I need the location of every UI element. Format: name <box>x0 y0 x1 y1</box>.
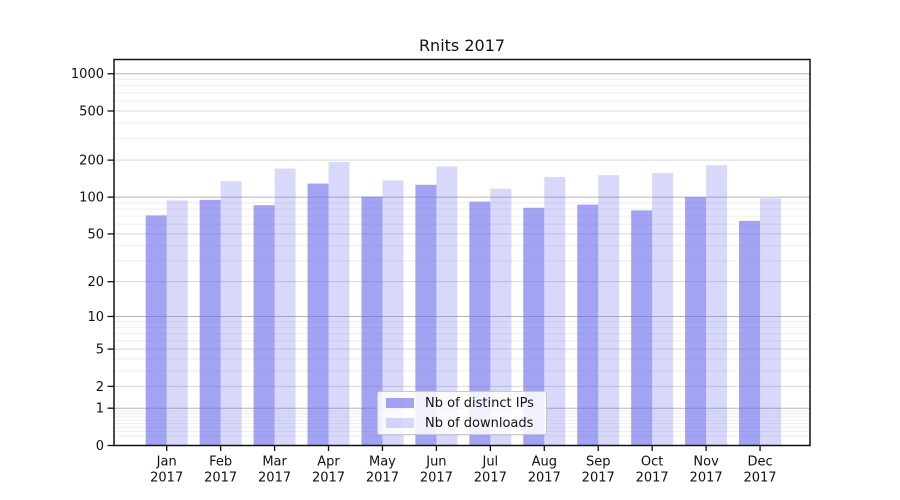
bar-downloads-jan <box>166 200 188 446</box>
x-tick-label-month: Jul <box>481 455 498 470</box>
x-tick-label-month: Mar <box>262 455 287 470</box>
x-tick-label-year: 2017 <box>312 471 345 486</box>
x-tick-label-month: Feb <box>209 455 232 470</box>
bar-distinct-ips-nov <box>685 197 707 446</box>
y-tick-label: 50 <box>87 227 104 242</box>
y-tick-label: 20 <box>87 275 104 290</box>
x-tick-label-year: 2017 <box>420 471 453 486</box>
x-tick-label-month: Jun <box>425 455 446 470</box>
y-tick-label: 100 <box>79 191 104 206</box>
x-tick-label-month: Nov <box>693 455 719 470</box>
y-tick-label: 0 <box>96 439 104 454</box>
y-tick-label: 1 <box>96 402 104 417</box>
bar-distinct-ips-jun <box>415 184 437 446</box>
bar-distinct-ips-may <box>361 196 383 446</box>
x-tick-label-month: Oct <box>641 455 663 470</box>
x-tick-label-year: 2017 <box>258 471 291 486</box>
legend-swatch-distinct-ips <box>386 398 414 408</box>
bar-distinct-ips-mar <box>253 205 275 446</box>
y-tick-label: 5 <box>96 343 104 358</box>
x-tick-label-year: 2017 <box>743 471 776 486</box>
x-tick-label-year: 2017 <box>204 471 237 486</box>
x-tick-label-year: 2017 <box>690 471 723 486</box>
y-tick-label: 500 <box>79 104 104 119</box>
axes-spines <box>113 58 811 447</box>
bar-downloads-mar <box>274 168 296 446</box>
bar-distinct-ips-dec <box>739 220 761 446</box>
x-tick-label-month: Apr <box>317 455 340 470</box>
bar-distinct-ips-jul <box>469 201 491 446</box>
bar-downloads-jun <box>436 166 458 446</box>
y-tick-label: 10 <box>87 310 104 325</box>
bar-distinct-ips-apr <box>307 183 329 446</box>
y-tick-label: 2 <box>96 380 104 395</box>
legend-swatch-downloads <box>386 418 414 428</box>
y-tick-label: 1000 <box>71 67 104 82</box>
bar-downloads-nov <box>706 165 728 446</box>
bar-downloads-jul <box>490 188 512 446</box>
x-tick-label-month: Aug <box>532 455 557 470</box>
x-tick-label-year: 2017 <box>366 471 399 486</box>
y-tick-label: 200 <box>79 154 104 169</box>
legend-label-downloads: Nb of downloads <box>425 415 534 431</box>
chart-title: Rnits 2017 <box>418 36 506 55</box>
x-tick-label-month: May <box>369 455 396 470</box>
legend-label-distinct-ips: Nb of distinct IPs <box>425 395 534 411</box>
bar-downloads-dec <box>760 198 782 446</box>
x-tick-label-year: 2017 <box>150 471 183 486</box>
x-tick-label-month: Sep <box>586 455 611 470</box>
bar-distinct-ips-feb <box>199 199 221 446</box>
bar-distinct-ips-aug <box>523 207 545 446</box>
bar-downloads-may <box>382 180 404 446</box>
x-tick-label-year: 2017 <box>636 471 669 486</box>
bar-distinct-ips-jan <box>145 215 167 446</box>
x-tick-label-month: Dec <box>747 455 772 470</box>
bar-downloads-sep <box>598 175 620 446</box>
bar-downloads-aug <box>544 176 566 446</box>
x-tick-label-year: 2017 <box>528 471 561 486</box>
legend: Nb of distinct IPs Nb of downloads <box>377 391 547 435</box>
bar-downloads-feb <box>220 181 242 446</box>
bar-downloads-oct <box>652 173 674 446</box>
x-tick-label-month: Jan <box>156 455 177 470</box>
legend-item-downloads: Nb of downloads <box>386 416 538 431</box>
x-tick-label-year: 2017 <box>582 471 615 486</box>
x-tick-label-year: 2017 <box>474 471 507 486</box>
legend-item-distinct-ips: Nb of distinct IPs <box>386 396 538 411</box>
bar-distinct-ips-oct <box>631 210 653 446</box>
bar-downloads-apr <box>328 162 350 446</box>
bar-distinct-ips-sep <box>577 204 599 446</box>
